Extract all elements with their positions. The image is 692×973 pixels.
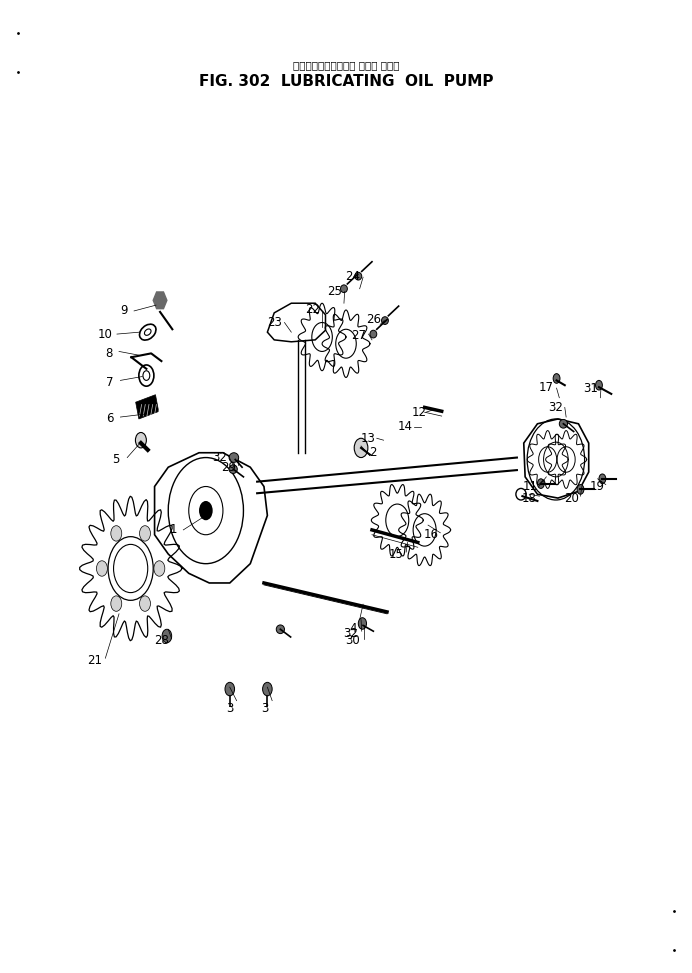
Text: 32: 32 bbox=[212, 451, 227, 464]
Ellipse shape bbox=[225, 682, 235, 696]
Ellipse shape bbox=[370, 330, 376, 338]
Text: 4: 4 bbox=[349, 622, 356, 634]
Ellipse shape bbox=[340, 285, 347, 293]
Text: 2: 2 bbox=[370, 447, 377, 459]
Text: FIG. 302  LUBRICATING  OIL  PUMP: FIG. 302 LUBRICATING OIL PUMP bbox=[199, 74, 493, 89]
Circle shape bbox=[140, 595, 150, 611]
Text: 20: 20 bbox=[564, 491, 579, 505]
Text: 31: 31 bbox=[583, 381, 598, 395]
Ellipse shape bbox=[355, 272, 362, 280]
Text: 12: 12 bbox=[412, 406, 427, 418]
Text: 27: 27 bbox=[351, 329, 366, 342]
Ellipse shape bbox=[229, 452, 239, 462]
Text: 19: 19 bbox=[590, 480, 605, 493]
Text: ルーブリケーティング オイル ポンプ: ルーブリケーティング オイル ポンプ bbox=[293, 60, 399, 70]
Text: 28: 28 bbox=[154, 634, 169, 647]
Text: 30: 30 bbox=[345, 634, 361, 647]
Text: 11: 11 bbox=[523, 480, 538, 493]
Text: 29: 29 bbox=[221, 460, 236, 474]
Text: 8: 8 bbox=[105, 347, 113, 360]
Text: 16: 16 bbox=[424, 528, 439, 541]
Ellipse shape bbox=[358, 618, 367, 630]
Text: 3: 3 bbox=[226, 702, 233, 715]
Text: 25: 25 bbox=[327, 285, 342, 298]
Ellipse shape bbox=[538, 479, 545, 488]
Circle shape bbox=[354, 438, 368, 457]
Text: 6: 6 bbox=[107, 413, 114, 425]
Circle shape bbox=[96, 560, 107, 576]
Text: 18: 18 bbox=[522, 491, 537, 505]
Ellipse shape bbox=[381, 317, 388, 324]
Text: 1: 1 bbox=[170, 523, 177, 536]
Bar bbox=[136, 395, 158, 419]
Text: 14: 14 bbox=[397, 420, 412, 433]
Text: 23: 23 bbox=[267, 316, 282, 329]
Text: 3: 3 bbox=[262, 702, 269, 715]
Text: 22: 22 bbox=[305, 304, 320, 316]
Text: 5: 5 bbox=[112, 453, 119, 466]
Text: 32: 32 bbox=[343, 627, 358, 639]
Text: 26: 26 bbox=[366, 313, 381, 326]
Circle shape bbox=[111, 525, 122, 541]
Text: 17: 17 bbox=[539, 380, 554, 394]
Circle shape bbox=[111, 595, 122, 611]
Text: 10: 10 bbox=[98, 328, 113, 341]
Ellipse shape bbox=[596, 380, 602, 390]
Circle shape bbox=[199, 501, 212, 521]
Text: 9: 9 bbox=[120, 305, 127, 317]
Text: 24: 24 bbox=[345, 270, 361, 283]
Ellipse shape bbox=[276, 625, 284, 633]
Ellipse shape bbox=[577, 485, 584, 494]
Text: 32: 32 bbox=[548, 401, 563, 414]
Ellipse shape bbox=[162, 630, 172, 643]
Text: 15: 15 bbox=[388, 548, 403, 560]
Text: 21: 21 bbox=[88, 654, 102, 667]
Circle shape bbox=[154, 560, 165, 576]
Ellipse shape bbox=[262, 682, 272, 696]
Ellipse shape bbox=[599, 474, 606, 484]
Text: 13: 13 bbox=[361, 432, 375, 445]
Ellipse shape bbox=[229, 465, 237, 474]
Text: 7: 7 bbox=[107, 376, 114, 389]
Ellipse shape bbox=[559, 419, 567, 428]
Circle shape bbox=[136, 432, 147, 448]
Ellipse shape bbox=[553, 374, 560, 383]
Polygon shape bbox=[153, 292, 167, 308]
Circle shape bbox=[140, 525, 150, 541]
